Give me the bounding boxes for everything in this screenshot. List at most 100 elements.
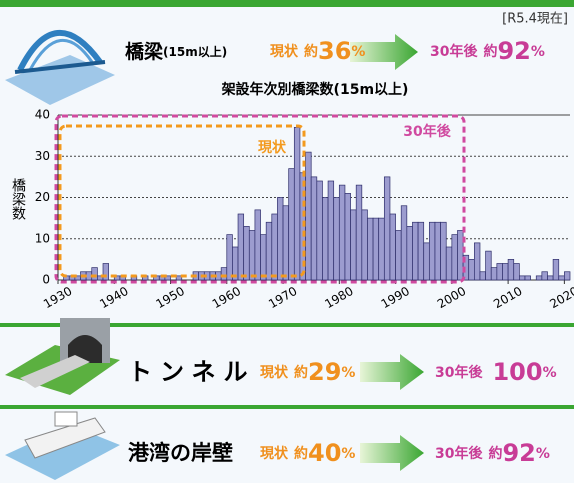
annotation: 現状 <box>258 139 287 156</box>
bar <box>316 180 323 281</box>
bar <box>102 263 109 281</box>
top-band <box>0 0 574 7</box>
current-rate: 現状 約36% <box>270 37 365 65</box>
bar <box>445 246 453 281</box>
bar <box>468 259 475 281</box>
bar <box>367 217 374 281</box>
bar <box>372 217 380 281</box>
y-tick-label: 30 <box>35 149 50 163</box>
divider <box>0 323 574 327</box>
current-box <box>58 124 306 278</box>
bar <box>479 271 486 281</box>
future-rate: 30年後 約92% <box>435 439 550 467</box>
divider <box>0 405 574 409</box>
y-tick-label: 20 <box>35 190 50 204</box>
y-tick-label: 0 <box>42 273 50 287</box>
x-tick-label: 1930 <box>41 284 74 311</box>
bar <box>265 221 273 281</box>
y-tick-label: 40 <box>35 108 50 122</box>
bar <box>412 221 419 281</box>
bridge-icon <box>5 30 115 105</box>
section-label: 橋梁(15m以上) <box>125 40 227 63</box>
bar <box>237 213 245 281</box>
bar <box>535 275 543 281</box>
chart-title: 架設年次別橋梁数(15m以上) <box>221 81 409 98</box>
current-rate: 現状 約29% <box>260 358 355 386</box>
arrow <box>360 354 424 390</box>
bar <box>378 217 385 281</box>
bar <box>389 213 396 281</box>
bar <box>457 230 464 281</box>
bar <box>277 197 284 281</box>
bar <box>271 213 278 281</box>
bar <box>305 151 312 281</box>
bar <box>547 275 554 281</box>
bar <box>243 226 250 281</box>
bar <box>260 234 267 281</box>
tunnel-icon <box>5 318 120 395</box>
bar <box>175 275 183 281</box>
bar <box>519 275 526 281</box>
arrow <box>350 34 418 70</box>
bar <box>395 230 402 281</box>
future-rate: 30年後 約92% <box>430 37 545 65</box>
bar <box>434 221 441 281</box>
bar <box>293 127 301 281</box>
current-rate: 現状 約40% <box>260 439 355 467</box>
bar <box>215 271 222 281</box>
bar <box>220 267 228 281</box>
bar <box>417 221 425 281</box>
bar <box>541 271 548 281</box>
section-label: 港湾の岸壁 <box>128 441 233 465</box>
x-tick-label: 2020 <box>547 284 574 311</box>
bar <box>282 205 290 281</box>
x-tick-label: 2010 <box>491 284 524 311</box>
y-axis-label: 橋梁数 <box>10 178 26 220</box>
bar <box>333 197 340 281</box>
bar <box>406 226 413 281</box>
bar <box>485 250 492 281</box>
annotation: 30年後 <box>403 123 451 140</box>
bar <box>423 242 430 281</box>
bar <box>502 263 509 281</box>
bar <box>327 180 335 281</box>
x-tick-label: 1970 <box>266 284 299 311</box>
bar <box>507 259 515 281</box>
x-tick-label: 1980 <box>322 284 355 311</box>
bar <box>288 168 295 281</box>
x-tick-label: 1950 <box>154 284 187 311</box>
bar <box>558 275 565 281</box>
bar <box>496 263 503 281</box>
bar <box>564 271 571 281</box>
x-tick-label: 1960 <box>210 284 243 311</box>
y-tick-label: 10 <box>35 231 50 245</box>
x-tick-label: 1940 <box>97 284 130 311</box>
future-box <box>54 114 466 284</box>
bar <box>490 267 498 281</box>
bar <box>474 242 481 281</box>
bar <box>361 209 368 281</box>
bar <box>400 205 408 281</box>
bar <box>338 184 346 281</box>
bar <box>310 176 318 281</box>
bar <box>552 259 560 281</box>
bar <box>322 197 329 281</box>
bar <box>428 221 436 281</box>
port-icon <box>5 411 120 480</box>
bar <box>254 209 261 281</box>
bar <box>355 184 363 281</box>
bar <box>226 234 233 281</box>
bar <box>524 275 531 281</box>
bar <box>440 221 447 281</box>
bar <box>350 209 357 281</box>
x-tick-label: 2000 <box>435 284 468 311</box>
bar <box>383 176 391 281</box>
bar <box>344 193 351 281</box>
future-rate: 30年後 100% <box>435 358 557 386</box>
bar <box>451 234 458 281</box>
arrow <box>360 435 424 471</box>
x-tick-label: 1990 <box>379 284 412 311</box>
date-note: [R5.4現在] <box>502 12 568 27</box>
bar <box>513 263 520 281</box>
